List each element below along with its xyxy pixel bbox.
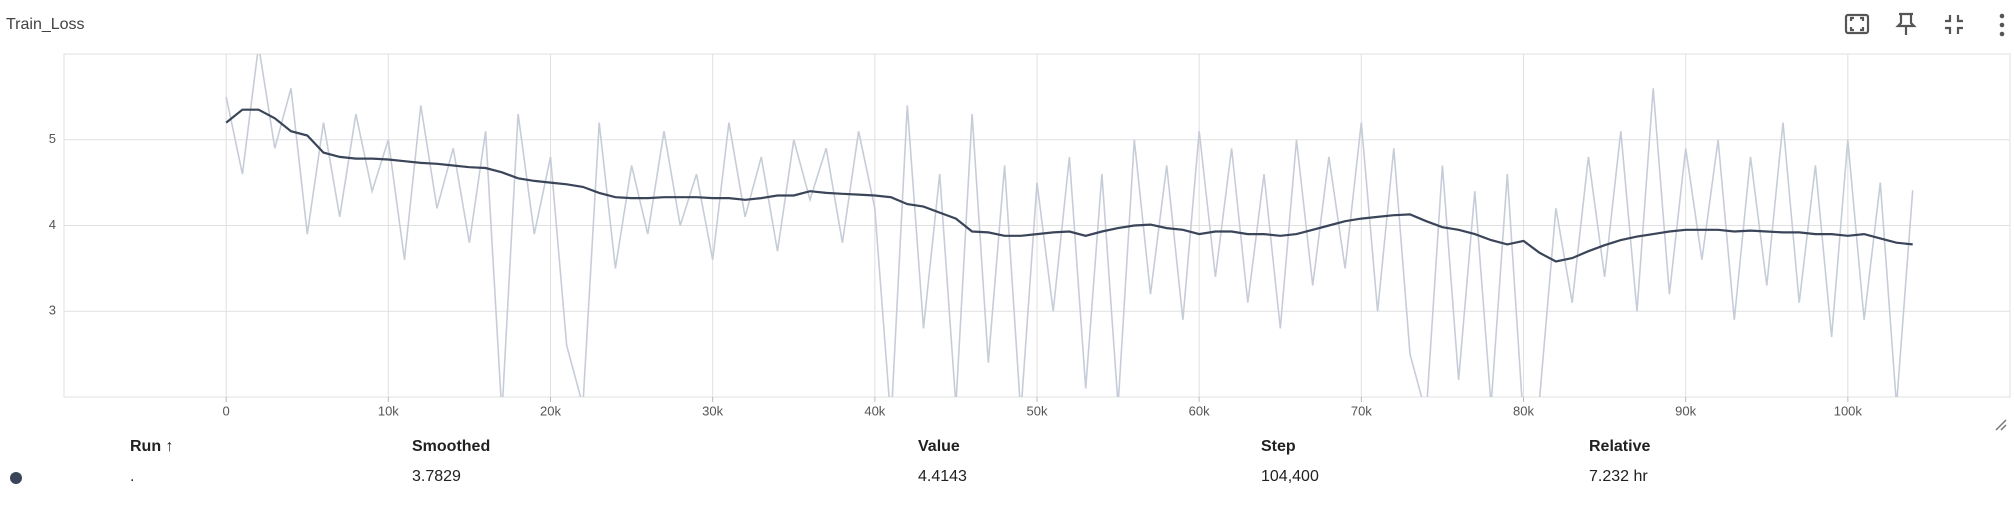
column-header: Run ↑ (130, 438, 174, 455)
x-tick-label: 10k (378, 403, 399, 418)
x-tick-label: 20k (540, 403, 561, 418)
more-icon[interactable] (1999, 13, 2005, 37)
x-tick-label: 60k (1189, 403, 1210, 418)
y-tick-label: 4 (49, 217, 56, 232)
run-color-dot (10, 472, 22, 484)
table-cell: . (130, 468, 134, 485)
table-cell: 104,400 (1261, 468, 1319, 485)
column-header: Relative (1589, 438, 1650, 455)
smoothed-line (225, 108, 1913, 263)
table-cell: 3.7829 (412, 468, 461, 485)
table-cell: 4.4143 (918, 468, 967, 485)
x-tick-label: 50k (1027, 403, 1048, 418)
column-header: Smoothed (412, 438, 490, 455)
x-tick-label: 80k (1513, 403, 1534, 418)
run-table: Run ↑ Smoothed Value Step Relative. 3.7829 4.4… (130, 438, 1650, 485)
column-header: Step (1261, 438, 1296, 455)
x-tick-label: 0 (223, 403, 230, 418)
fullscreen-icon[interactable] (1844, 13, 1870, 35)
y-tick-label: 3 (49, 303, 56, 318)
y-tick-label: 5 (49, 131, 56, 146)
table-cell: 7.232 hr (1589, 468, 1648, 485)
resize-handle[interactable] (1995, 419, 2007, 431)
x-tick-label: 70k (1351, 403, 1372, 418)
pin-icon[interactable] (1895, 12, 1917, 35)
collapse-icon[interactable] (1945, 15, 1963, 34)
toolbar (1844, 12, 2005, 37)
column-header: Value (918, 438, 960, 455)
x-tick-label: 40k (864, 403, 885, 418)
card-title: Train_Loss (6, 16, 85, 33)
plot: 3 4 5 0 10k 20k 30k 40k 50k 60k 70k 80k 90k 100k (49, 53, 2011, 418)
x-tick-label: 30k (702, 403, 723, 418)
raw-line (225, 54, 1914, 397)
x-tick-label: 90k (1675, 403, 1696, 418)
x-tick-label: 100k (1834, 403, 1863, 418)
